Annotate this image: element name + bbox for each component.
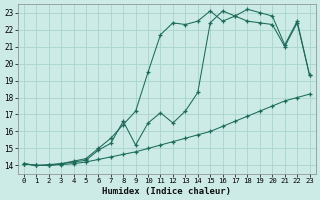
X-axis label: Humidex (Indice chaleur): Humidex (Indice chaleur) (102, 187, 231, 196)
